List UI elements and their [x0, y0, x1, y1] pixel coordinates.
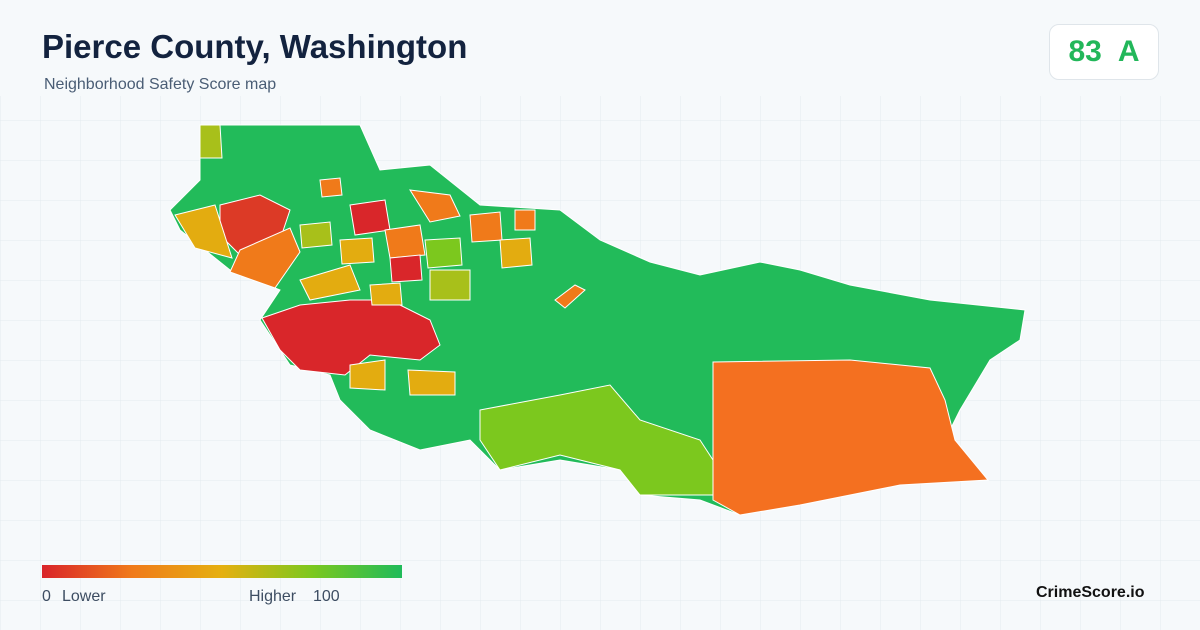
region	[712, 359, 990, 516]
region	[349, 199, 391, 236]
region	[229, 227, 301, 289]
region	[499, 237, 533, 269]
region	[514, 209, 536, 231]
region	[299, 264, 361, 301]
legend-max: 100	[313, 588, 340, 605]
region	[407, 369, 456, 396]
region	[479, 384, 714, 496]
title: Pierce County, Washington	[42, 28, 468, 65]
region	[469, 211, 503, 243]
region	[429, 269, 471, 301]
region	[424, 237, 463, 269]
subtitle: Neighborhood Safety Score map	[44, 76, 277, 93]
score: 83	[1068, 35, 1102, 68]
region	[339, 237, 375, 265]
region	[369, 282, 403, 306]
region	[319, 177, 343, 198]
legend-min: 0	[42, 588, 51, 605]
region	[299, 221, 333, 249]
region	[349, 359, 386, 391]
region	[384, 224, 426, 259]
legend-gradient	[42, 565, 402, 578]
region	[261, 299, 441, 376]
region	[554, 284, 586, 309]
region	[199, 124, 223, 159]
region	[409, 189, 461, 223]
region	[389, 254, 423, 283]
legend-max-label: Higher	[249, 588, 297, 605]
brand: CrimeScore.io	[1036, 584, 1145, 601]
score-badge: 83 A	[1049, 24, 1159, 80]
legend-min-label: Lower	[62, 588, 106, 605]
region	[174, 204, 233, 259]
grade: A	[1117, 35, 1140, 68]
